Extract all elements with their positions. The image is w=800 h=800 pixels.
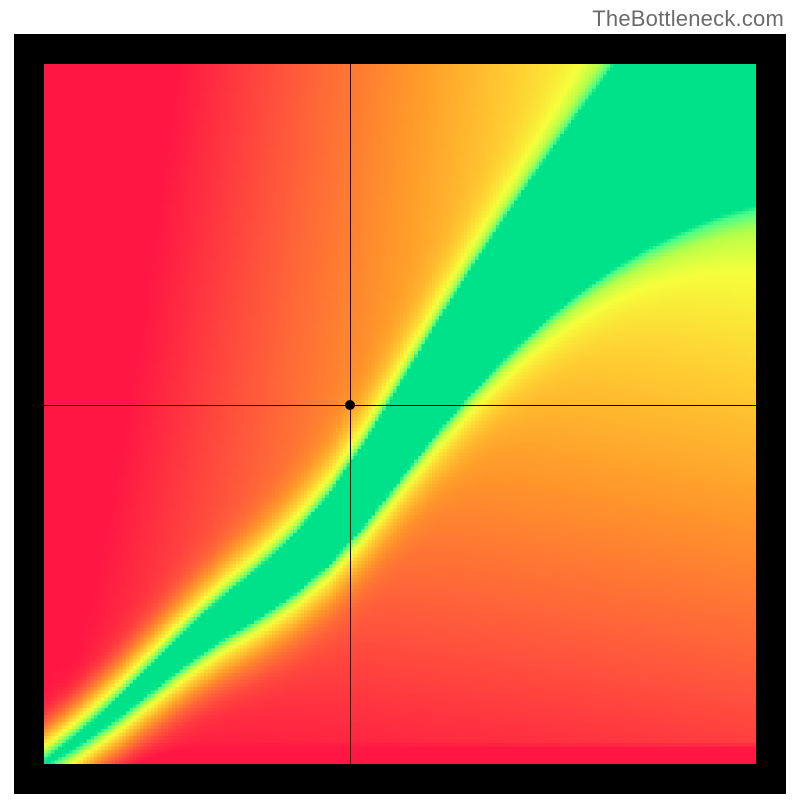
plot-frame xyxy=(14,34,786,794)
watermark-text: TheBottleneck.com xyxy=(592,6,784,32)
root: { "watermark": { "text": "TheBottleneck.… xyxy=(0,0,800,800)
plot-area xyxy=(44,64,756,764)
bottleneck-heatmap xyxy=(44,64,756,764)
crosshair-vertical xyxy=(350,64,351,764)
crosshair-horizontal xyxy=(44,405,756,406)
crosshair-marker xyxy=(345,400,355,410)
